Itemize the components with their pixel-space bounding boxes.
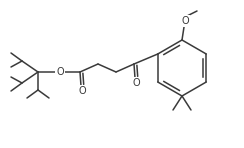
Text: O: O bbox=[132, 78, 140, 88]
Text: O: O bbox=[181, 16, 189, 26]
Text: O: O bbox=[56, 67, 64, 77]
Text: O: O bbox=[78, 86, 86, 96]
